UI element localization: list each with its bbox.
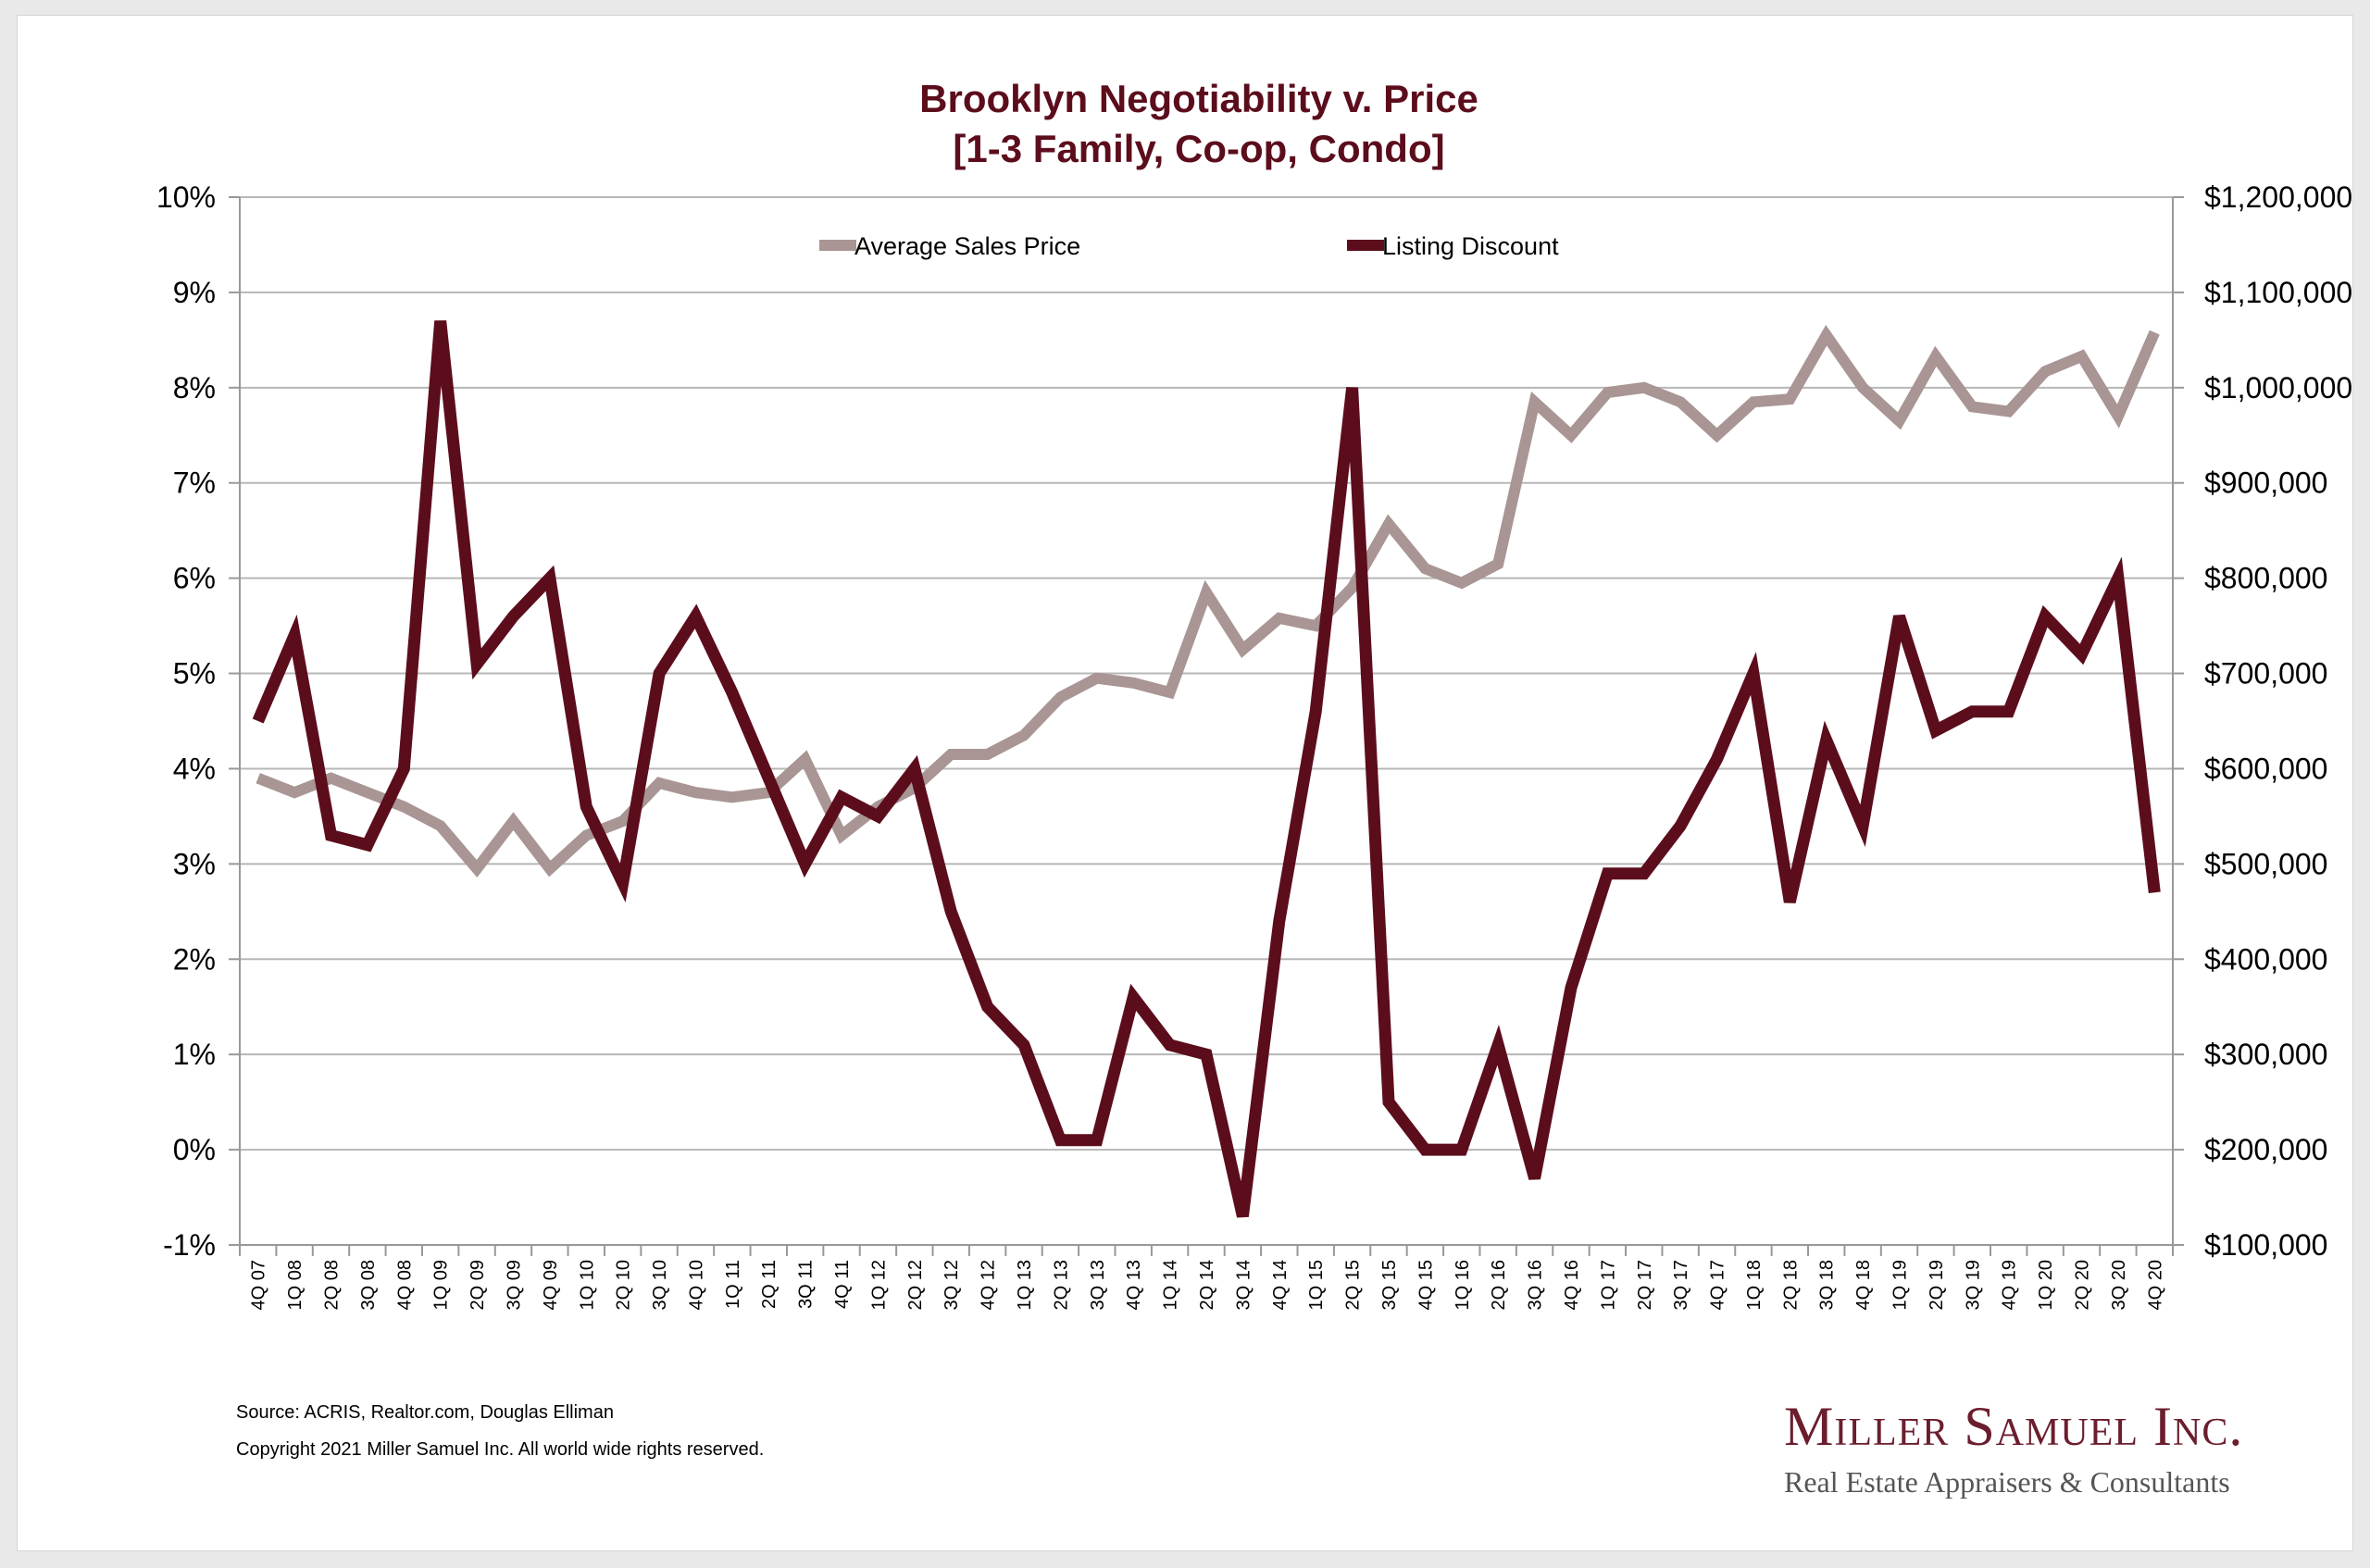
x-axis-tick-label: 4Q 11 xyxy=(832,1260,853,1309)
x-axis-tick-label: 4Q 16 xyxy=(1562,1260,1582,1310)
x-axis-tick-label: 1Q 12 xyxy=(868,1260,889,1310)
x-axis-tick-label: 3Q 17 xyxy=(1671,1260,1691,1310)
chart-subtitle: [1-3 Family, Co-op, Condo] xyxy=(953,127,1444,170)
x-axis-tick-label: 1Q 14 xyxy=(1161,1260,1181,1310)
left-axis-ticks: -1% 0% 1% 2% 3% 4% 5% 6% 7% 8% 9% 10% xyxy=(156,180,216,1262)
x-axis-tick-label: 1Q 13 xyxy=(1015,1260,1035,1310)
legend-label: Average Sales Price xyxy=(854,232,1080,260)
left-axis-tick-label: 8% xyxy=(173,371,216,404)
x-axis-tick-label: 4Q 10 xyxy=(686,1260,706,1310)
right-axis-tick-label: $200,000 xyxy=(2204,1133,2327,1166)
x-axis-tick-label: 3Q 16 xyxy=(1526,1260,1546,1310)
x-axis-tick-label: 3Q 11 xyxy=(796,1260,817,1309)
source-note: Source: ACRIS, Realtor.com, Douglas Elli… xyxy=(236,1402,614,1423)
left-axis-tick-label: 7% xyxy=(173,467,216,500)
right-axis-tick-label: $500,000 xyxy=(2204,847,2327,880)
x-axis-tick-label: 2Q 08 xyxy=(321,1260,342,1310)
left-axis-tick-label: 2% xyxy=(173,942,216,976)
x-axis-tick-label: 4Q 14 xyxy=(1270,1260,1291,1310)
x-axis-tick-label: 1Q 15 xyxy=(1306,1260,1327,1310)
x-axis-tick-label: 2Q 09 xyxy=(468,1260,488,1310)
axes xyxy=(229,196,2184,1256)
company-logo-tagline: Real Estate Appraisers & Consultants xyxy=(1784,1465,2230,1499)
left-axis-tick-label: 0% xyxy=(173,1133,216,1166)
x-axis-tick-label: 4Q 13 xyxy=(1124,1260,1144,1310)
x-axis-tick-label: 2Q 11 xyxy=(759,1260,780,1309)
right-axis-tick-label: $100,000 xyxy=(2204,1228,2327,1262)
x-axis-tick-label: 2Q 18 xyxy=(1780,1260,1801,1310)
copyright-note: Copyright 2021 Miller Samuel Inc. All wo… xyxy=(236,1439,765,1460)
series-line-average-sales-price xyxy=(256,324,2160,878)
right-axis-tick-label: $700,000 xyxy=(2204,657,2327,691)
left-axis-tick-label: 6% xyxy=(173,562,216,595)
x-axis-tick-label: 1Q 18 xyxy=(1744,1260,1765,1310)
left-axis-tick-label: 4% xyxy=(173,752,216,785)
right-axis-ticks: $100,000 $200,000 $300,000 $400,000 $500,000… xyxy=(2204,180,2352,1262)
left-axis-tick-label: 3% xyxy=(173,847,216,880)
chart: Brooklyn Negotiability v. Price [1-3 Fam… xyxy=(156,77,2352,1310)
x-axis-tick-label: 3Q 19 xyxy=(1963,1260,1983,1310)
x-axis-tick-label: 4Q 17 xyxy=(1708,1260,1728,1310)
x-axis-tick-label: 3Q 18 xyxy=(1817,1260,1838,1310)
x-axis-tick-label: 4Q 20 xyxy=(2145,1260,2165,1310)
left-axis-tick-label: 10% xyxy=(156,180,216,214)
x-axis-tick-label: 3Q 13 xyxy=(1088,1260,1108,1310)
company-logo-name: Miller Samuel Inc. xyxy=(1784,1396,2244,1457)
x-axis-tick-label: 4Q 19 xyxy=(2000,1260,2020,1310)
series-line-listing-discount xyxy=(252,320,2161,1218)
x-axis-tick-label: 2Q 12 xyxy=(905,1260,926,1310)
x-axis-tick-label: 4Q 18 xyxy=(1853,1260,1874,1310)
left-axis-tick-label: 9% xyxy=(173,276,216,309)
x-axis-tick-label: 2Q 13 xyxy=(1051,1260,1071,1310)
x-axis-tick-label: 2Q 19 xyxy=(1927,1260,1947,1310)
x-axis-tick-label: 2Q 17 xyxy=(1635,1260,1655,1310)
x-axis-tick-label: 1Q 16 xyxy=(1453,1260,1473,1310)
right-axis-tick-label: $600,000 xyxy=(2204,752,2327,785)
x-axis-tick-label: 3Q 08 xyxy=(358,1260,379,1310)
right-axis-tick-label: $1,100,000 xyxy=(2204,276,2352,309)
left-axis-tick-label: -1% xyxy=(163,1228,216,1262)
x-axis-tick-label: 2Q 10 xyxy=(614,1260,634,1310)
x-axis-tick-label: 3Q 12 xyxy=(942,1260,962,1310)
x-axis-tick-label: 1Q 20 xyxy=(2036,1260,2056,1310)
x-axis-tick-label: 2Q 14 xyxy=(1197,1260,1217,1310)
right-axis-tick-label: $1,200,000 xyxy=(2204,180,2352,214)
x-axis-tick-label: 2Q 20 xyxy=(2073,1260,2093,1310)
x-axis-tick-label: 1Q 11 xyxy=(723,1260,743,1309)
right-axis-tick-label: $400,000 xyxy=(2204,942,2327,976)
left-axis-tick-label: 1% xyxy=(173,1038,216,1071)
x-axis-tick-label: 4Q 12 xyxy=(979,1260,999,1310)
legend-label: Listing Discount xyxy=(1382,232,1559,260)
x-axis-tick-label: 3Q 15 xyxy=(1379,1260,1400,1310)
x-axis-tick-label: 4Q 08 xyxy=(394,1260,415,1310)
x-axis-tick-label: 3Q 20 xyxy=(2109,1260,2129,1310)
series-layer xyxy=(252,320,2161,1218)
x-axis-tick-label: 4Q 07 xyxy=(249,1260,269,1310)
right-axis-tick-label: $1,000,000 xyxy=(2204,371,2352,404)
x-axis-tick-label: 3Q 14 xyxy=(1233,1260,1254,1310)
chart-frame: Brooklyn Negotiability v. Price [1-3 Fam… xyxy=(17,15,2353,1551)
x-axis-tick-label: 2Q 15 xyxy=(1343,1260,1364,1310)
x-axis-tick-label: 4Q 09 xyxy=(541,1260,561,1310)
left-axis-tick-label: 5% xyxy=(173,657,216,691)
x-axis-ticks: 4Q 07 1Q 08 2Q 08 3Q 08 4Q 08 1Q 09 2Q 09 3Q 09… xyxy=(249,1260,2166,1310)
x-axis-tick-label: 4Q 15 xyxy=(1416,1260,1436,1310)
x-axis-tick-label: 3Q 10 xyxy=(650,1260,670,1310)
x-axis-tick-label: 1Q 19 xyxy=(1890,1260,1911,1310)
right-axis-tick-label: $900,000 xyxy=(2204,467,2327,500)
x-axis-tick-label: 1Q 08 xyxy=(285,1260,306,1310)
right-axis-tick-label: $300,000 xyxy=(2204,1038,2327,1071)
gridlines xyxy=(240,196,2173,1151)
legend: Average Sales Price Listing Discount xyxy=(819,232,1559,260)
x-axis-tick-label: 3Q 09 xyxy=(504,1260,524,1310)
x-axis-tick-label: 1Q 09 xyxy=(431,1260,452,1310)
right-axis-tick-label: $800,000 xyxy=(2204,562,2327,595)
x-axis-tick-label: 2Q 16 xyxy=(1489,1260,1509,1310)
x-axis-tick-label: 1Q 10 xyxy=(577,1260,597,1310)
chart-title: Brooklyn Negotiability v. Price xyxy=(919,77,1478,120)
x-axis-tick-label: 1Q 17 xyxy=(1598,1260,1618,1310)
